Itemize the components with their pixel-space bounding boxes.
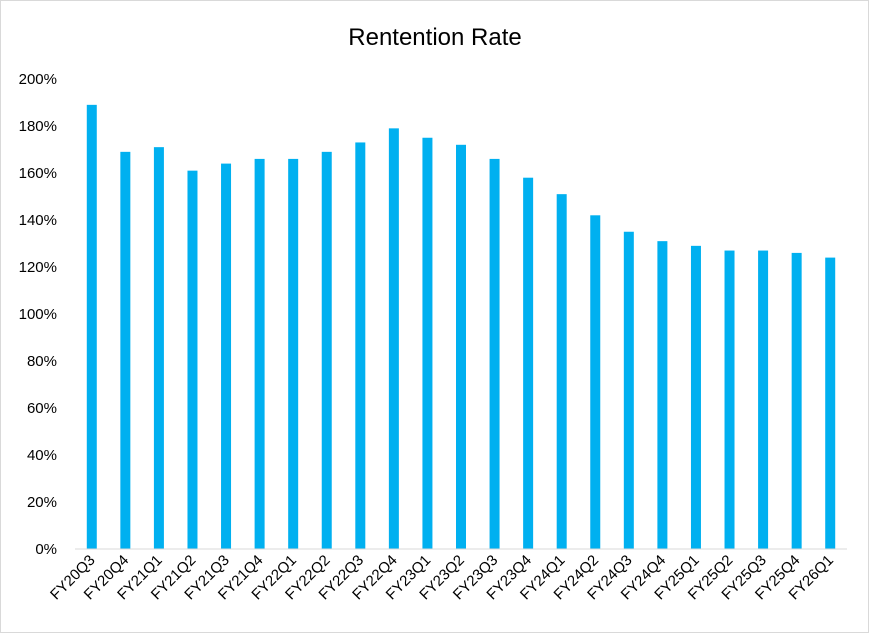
bar-fy21q4 xyxy=(254,158,265,549)
bar-fy23q1 xyxy=(422,137,433,549)
bar-fy24q3 xyxy=(623,231,634,549)
bar-fy20q4 xyxy=(120,151,131,549)
y-tick-label: 140% xyxy=(19,212,57,229)
bar-fy25q1 xyxy=(690,245,701,549)
bars xyxy=(86,104,836,550)
y-tick-label: 120% xyxy=(19,259,57,276)
y-tick-label: 40% xyxy=(27,447,57,464)
bar-fy24q1 xyxy=(556,194,567,549)
y-tick-label: 100% xyxy=(19,306,57,323)
y-tick-label: 180% xyxy=(19,118,57,135)
bar-fy25q2 xyxy=(724,250,735,550)
bar-fy26q1 xyxy=(825,257,836,549)
bar-fy20q3 xyxy=(86,104,97,549)
bar-fy21q2 xyxy=(187,170,198,549)
bar-fy25q3 xyxy=(758,250,769,550)
x-axis-ticks: FY20Q3FY20Q4FY21Q1FY21Q2FY21Q3FY21Q4FY22… xyxy=(47,552,837,604)
y-tick-label: 160% xyxy=(19,165,57,182)
y-tick-label: 60% xyxy=(27,400,57,417)
bar-fy21q3 xyxy=(221,163,232,549)
bar-fy25q4 xyxy=(791,252,802,549)
bar-fy22q4 xyxy=(388,128,399,549)
bar-fy24q2 xyxy=(590,215,601,550)
bar-fy23q3 xyxy=(489,158,500,549)
bar-fy21q1 xyxy=(153,147,164,549)
y-tick-label: 0% xyxy=(35,541,57,558)
y-tick-label: 20% xyxy=(27,494,57,511)
bar-fy22q1 xyxy=(288,158,299,549)
y-axis-ticks: 0% 20% 40% 60% 80% 100% 120% 140% 160% 180% 200% xyxy=(19,71,57,558)
bar-fy22q2 xyxy=(321,151,332,549)
bar-fy22q3 xyxy=(355,142,366,549)
bar-fy24q4 xyxy=(657,241,668,549)
bar-fy23q2 xyxy=(456,144,466,550)
y-tick-label: 80% xyxy=(27,353,57,370)
chart-title: Rentention Rate xyxy=(348,24,521,51)
bar-fy23q4 xyxy=(523,177,534,549)
y-tick-label: 200% xyxy=(19,71,57,88)
